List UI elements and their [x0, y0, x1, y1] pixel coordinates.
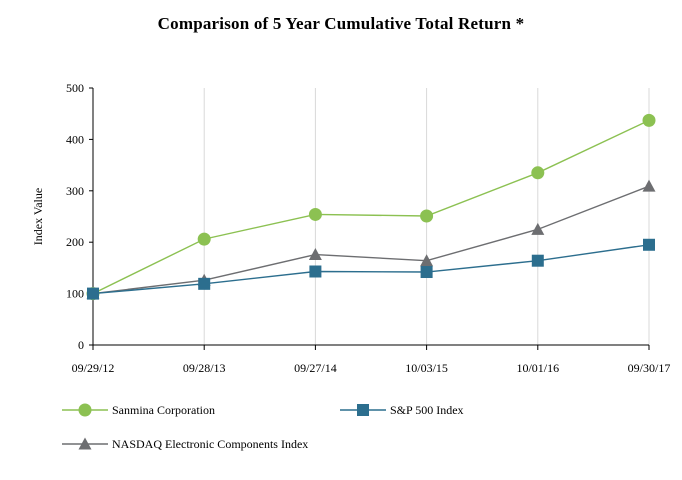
y-ticks: 0 100 200 300 400 500	[66, 81, 93, 352]
series-nasdaq-electronic-components-index	[86, 179, 656, 300]
series-line-sandp-500-index	[92, 244, 650, 295]
series-line-nasdaq-electronic-components-index	[92, 185, 650, 295]
data-point-sanmina-corporation	[308, 207, 322, 221]
x-tick-label: 09/30/17	[628, 361, 671, 375]
legend-item-sanmina-corporation: Sanmina Corporation	[62, 403, 215, 417]
axes	[92, 88, 649, 346]
data-point-sandp-500-index	[643, 238, 655, 251]
legend-item-sandp-500-index: S&P 500 Index	[340, 403, 464, 417]
data-point-nasdaq-electronic-components-index	[642, 179, 656, 192]
legend-label-nasdaq-electronic-components-index: NASDAQ Electronic Components Index	[112, 437, 308, 451]
data-point-sandp-500-index	[198, 277, 211, 290]
data-point-sanmina-corporation	[642, 113, 656, 127]
data-point-nasdaq-electronic-components-index	[531, 222, 545, 235]
data-point-sandp-500-index	[87, 287, 99, 300]
y-tick-label: 200	[66, 235, 84, 249]
y-tick-label: 400	[66, 132, 84, 146]
legend: Sanmina Corporation S&P 500 Index NASDAQ E…	[62, 403, 464, 451]
legend-marker-sanmina-corporation	[78, 403, 92, 417]
legend-label-sandp-500-index: S&P 500 Index	[390, 403, 464, 417]
x-ticks: 09/29/12 09/28/13 09/27/14 10/03/15 10/01/16…	[72, 345, 671, 375]
y-tick-label: 300	[66, 184, 84, 198]
x-tick-label: 09/28/13	[183, 361, 226, 375]
data-point-sanmina-corporation	[197, 232, 211, 246]
chart-title: Comparison of 5 Year Cumulative Total Re…	[157, 14, 525, 33]
data-point-sandp-500-index	[420, 266, 433, 279]
legend-marker-sandp-500-index	[357, 404, 369, 416]
series-sandp-500-index	[87, 238, 655, 300]
series	[86, 113, 656, 301]
x-tick-label: 09/29/12	[72, 361, 115, 375]
y-tick-label: 500	[66, 81, 84, 95]
data-point-nasdaq-electronic-components-index	[308, 248, 322, 261]
legend-marker-nasdaq-electronic-components-index	[78, 437, 92, 450]
series-line-sanmina-corporation	[92, 119, 650, 295]
data-point-sanmina-corporation	[531, 166, 545, 180]
data-point-sandp-500-index	[309, 265, 322, 278]
data-point-sandp-500-index	[531, 254, 544, 267]
x-tick-label: 10/03/15	[405, 361, 448, 375]
legend-item-nasdaq-electronic-components-index: NASDAQ Electronic Components Index	[62, 437, 308, 451]
x-tick-label: 09/27/14	[294, 361, 337, 375]
legend-label-sanmina-corporation: Sanmina Corporation	[112, 403, 215, 417]
y-axis-title: Index Value	[31, 188, 45, 245]
data-point-sanmina-corporation	[420, 209, 434, 223]
y-tick-label: 100	[66, 287, 84, 301]
y-tick-label: 0	[78, 338, 84, 352]
data-point-nasdaq-electronic-components-index	[420, 254, 434, 267]
x-tick-label: 10/01/16	[516, 361, 559, 375]
